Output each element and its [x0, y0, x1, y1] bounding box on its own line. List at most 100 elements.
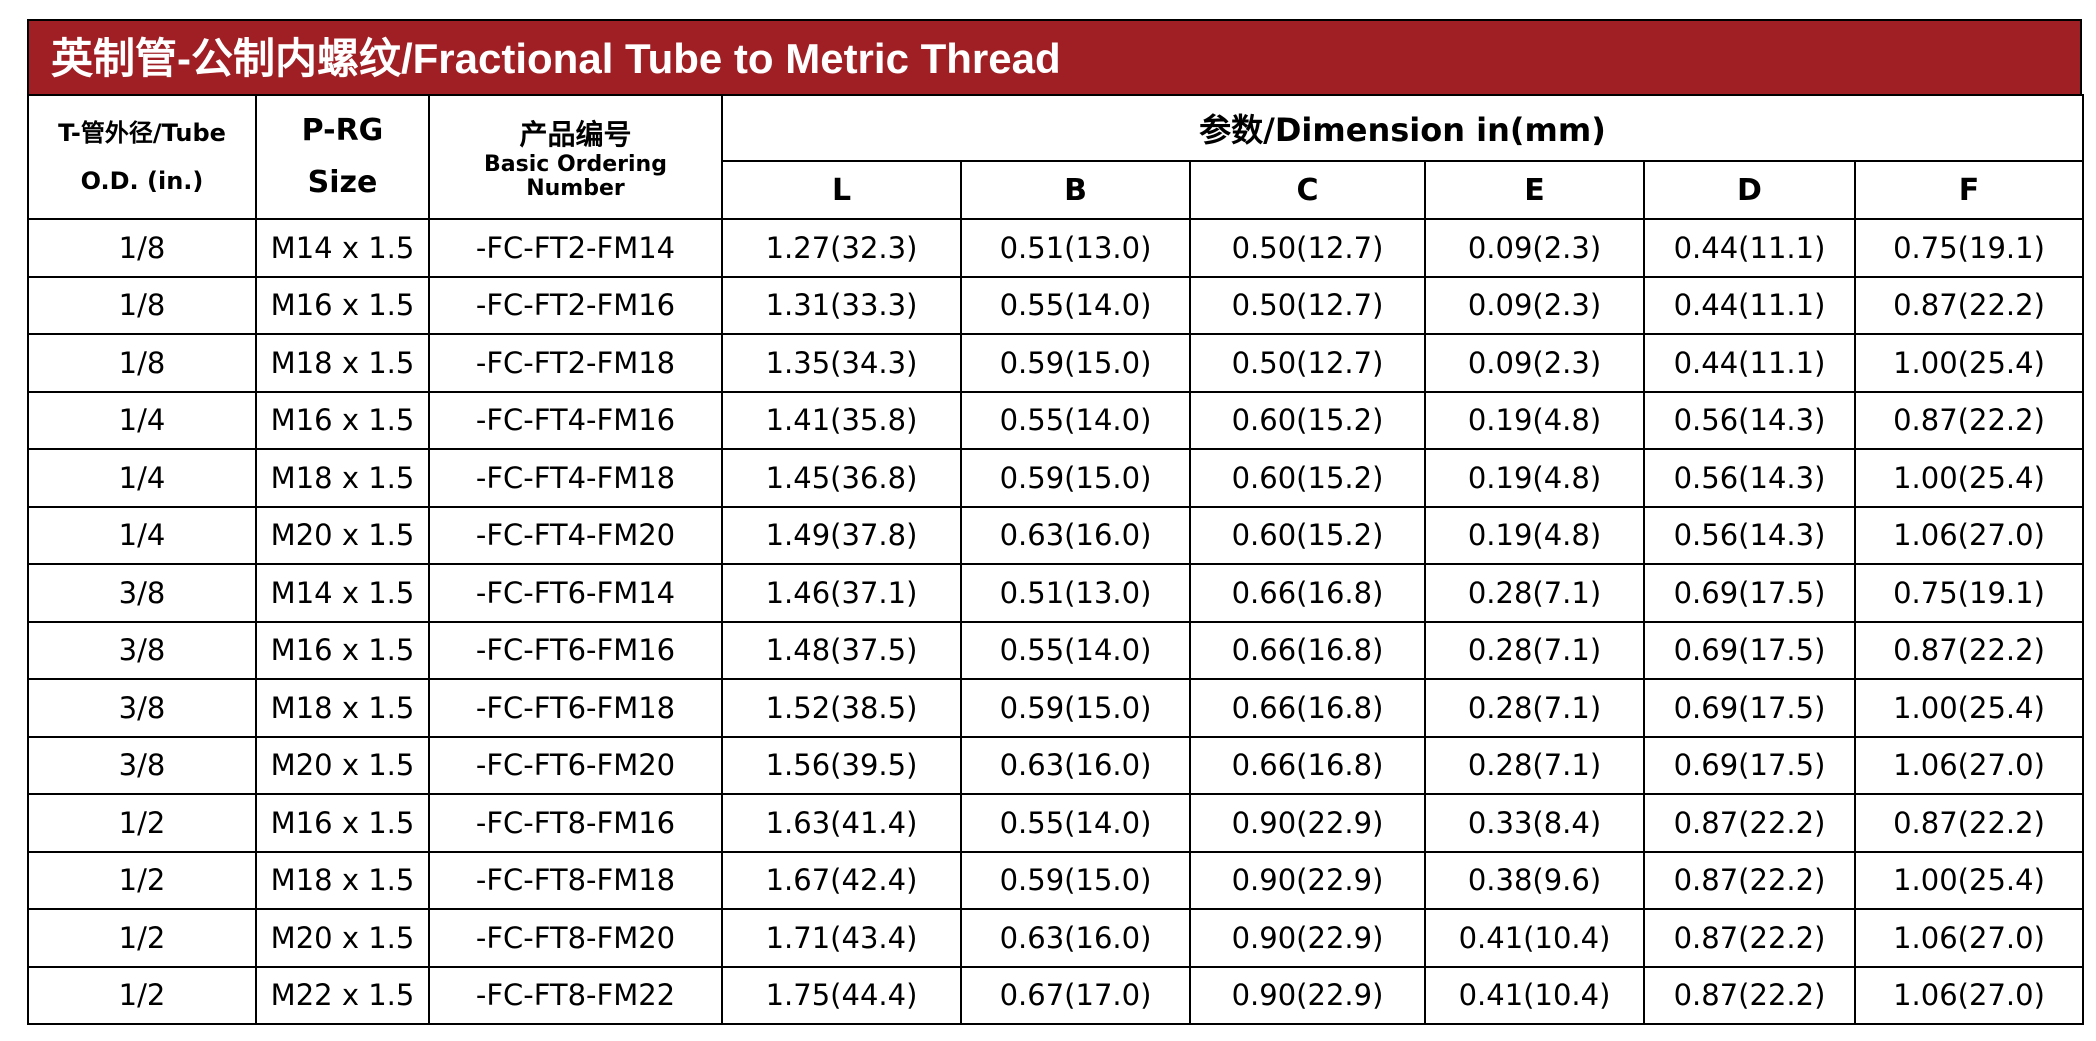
table-row: 3/8 M18 x 1.5 -FC-FT6-FM18 1.52(38.5) 0.59(1…: [27, 678, 2085, 738]
table-cell: 0.87(22.2): [1643, 965, 1856, 1025]
table-cell: 0.56(14.3): [1643, 505, 1856, 565]
table-cell: 3/8: [27, 620, 257, 680]
table-body: 1/8 M14 x 1.5 -FC-FT2-FM14 1.27(32.3) 0.51(1…: [27, 218, 2085, 1025]
table-cell: -FC-FT8-FM22: [428, 965, 723, 1025]
header-cell: 产品编号 Basic Ordering Number: [428, 94, 723, 220]
table-cell: -FC-FT4-FM16: [428, 390, 723, 450]
table-cell: -FC-FT8-FM20: [428, 908, 723, 968]
header-text: 产品编号: [519, 118, 632, 151]
table-cell: 0.66(16.8): [1189, 735, 1426, 795]
table-cell: 1/4: [27, 390, 257, 450]
table-cell: 0.60(15.2): [1189, 505, 1426, 565]
table-cell: 0.51(13.0): [960, 218, 1191, 278]
table-cell: 0.60(15.2): [1189, 390, 1426, 450]
table-cell: -FC-FT6-FM16: [428, 620, 723, 680]
table-cell: 0.75(19.1): [1853, 218, 2085, 278]
table-cell: 0.55(14.0): [960, 620, 1191, 680]
table-cell: 0.59(15.0): [960, 850, 1191, 910]
table-row: 1/8 M18 x 1.5 -FC-FT2-FM18 1.35(34.3) 0.59(1…: [27, 333, 2085, 393]
table-cell: 3/8: [27, 735, 257, 795]
table-cell: 0.90(22.9): [1189, 850, 1426, 910]
table-cell: 0.56(14.3): [1643, 448, 1856, 508]
table-cell: 1.48(37.5): [721, 620, 962, 680]
table-cell: 0.69(17.5): [1643, 678, 1856, 738]
table-cell: -FC-FT2-FM18: [428, 333, 723, 393]
dimension-header: C: [1189, 160, 1426, 220]
table-cell: M14 x 1.5: [255, 563, 430, 623]
table-cell: 1/4: [27, 448, 257, 508]
table-cell: -FC-FT6-FM14: [428, 563, 723, 623]
table-cell: 0.50(12.7): [1189, 218, 1426, 278]
table-cell: 0.50(12.7): [1189, 333, 1426, 393]
table-cell: 0.09(2.3): [1424, 275, 1645, 335]
table-cell: 0.90(22.9): [1189, 965, 1426, 1025]
dimension-header: F: [1853, 160, 2085, 220]
table-title: 英制管-公制内螺纹/Fractional Tube to Metric Thre…: [27, 19, 2082, 94]
table-cell: 1.45(36.8): [721, 448, 962, 508]
table-cell: 1/2: [27, 793, 257, 853]
table-cell: 0.60(15.2): [1189, 448, 1426, 508]
table-cell: 0.19(4.8): [1424, 448, 1645, 508]
table-cell: M20 x 1.5: [255, 908, 430, 968]
table-cell: 0.28(7.1): [1424, 563, 1645, 623]
table-cell: 1.63(41.4): [721, 793, 962, 853]
dimension-header: L: [721, 160, 962, 220]
header-cell: 参数/Dimension in(mm): [720, 94, 2085, 162]
table-cell: 0.38(9.6): [1424, 850, 1645, 910]
table-cell: 0.51(13.0): [960, 563, 1191, 623]
table-row: 3/8 M16 x 1.5 -FC-FT6-FM16 1.48(37.5) 0.55(1…: [27, 620, 2085, 680]
table-cell: 0.87(22.2): [1853, 793, 2085, 853]
table-cell: M16 x 1.5: [255, 793, 430, 853]
table-cell: M20 x 1.5: [255, 505, 430, 565]
table-cell: 0.09(2.3): [1424, 218, 1645, 278]
table-cell: 0.69(17.5): [1643, 735, 1856, 795]
table-cell: M14 x 1.5: [255, 218, 430, 278]
table-cell: 0.56(14.3): [1643, 390, 1856, 450]
table-cell: 0.87(22.2): [1853, 390, 2085, 450]
table-cell: 1/4: [27, 505, 257, 565]
table-cell: 0.75(19.1): [1853, 563, 2085, 623]
table-cell: 1.71(43.4): [721, 908, 962, 968]
table-cell: M16 x 1.5: [255, 620, 430, 680]
table-cell: 1.27(32.3): [721, 218, 962, 278]
table-row: 3/8 M20 x 1.5 -FC-FT6-FM20 1.56(39.5) 0.63(1…: [27, 735, 2085, 795]
table-cell: 0.19(4.8): [1424, 505, 1645, 565]
table-cell: M18 x 1.5: [255, 333, 430, 393]
table-cell: 1/2: [27, 850, 257, 910]
table-cell: -FC-FT4-FM20: [428, 505, 723, 565]
table-cell: 0.69(17.5): [1643, 563, 1856, 623]
table-row: 1/8 M14 x 1.5 -FC-FT2-FM14 1.27(32.3) 0.51(1…: [27, 218, 2085, 278]
table-row: 1/4 M16 x 1.5 -FC-FT4-FM16 1.41(35.8) 0.55(1…: [27, 390, 2085, 450]
table-cell: 0.28(7.1): [1424, 620, 1645, 680]
table-cell: 0.55(14.0): [960, 275, 1191, 335]
table-cell: 1.06(27.0): [1853, 505, 2085, 565]
spec-table: T-管外径/Tube O.D. (in.) P-RG Size 产品编号 Bas…: [27, 94, 2085, 1025]
table-cell: 1/8: [27, 218, 257, 278]
table-cell: 0.28(7.1): [1424, 678, 1645, 738]
table-cell: 0.87(22.2): [1853, 275, 2085, 335]
table-cell: 0.59(15.0): [960, 678, 1191, 738]
table-cell: 0.87(22.2): [1643, 850, 1856, 910]
table-cell: -FC-FT6-FM18: [428, 678, 723, 738]
table-cell: 1.46(37.1): [721, 563, 962, 623]
table-cell: 0.63(16.0): [960, 505, 1191, 565]
table-cell: -FC-FT6-FM20: [428, 735, 723, 795]
table-cell: 0.33(8.4): [1424, 793, 1645, 853]
table-row: 3/8 M14 x 1.5 -FC-FT6-FM14 1.46(37.1) 0.51(1…: [27, 563, 2085, 623]
table-row: 1/2 M20 x 1.5 -FC-FT8-FM20 1.71(43.4) 0.63(1…: [27, 908, 2085, 968]
table-cell: 0.63(16.0): [960, 908, 1191, 968]
table-cell: 0.55(14.0): [960, 390, 1191, 450]
table-cell: 1.49(37.8): [721, 505, 962, 565]
table-cell: M20 x 1.5: [255, 735, 430, 795]
table-row: 1/8 M16 x 1.5 -FC-FT2-FM16 1.31(33.3) 0.55(1…: [27, 275, 2085, 335]
table-cell: 0.41(10.4): [1424, 965, 1645, 1025]
table-cell: 1.35(34.3): [721, 333, 962, 393]
table-cell: 0.59(15.0): [960, 448, 1191, 508]
table-cell: 0.09(2.3): [1424, 333, 1645, 393]
dimension-header: D: [1643, 160, 1856, 220]
table-cell: -FC-FT2-FM14: [428, 218, 723, 278]
table-cell: 1.41(35.8): [721, 390, 962, 450]
table-cell: -FC-FT2-FM16: [428, 275, 723, 335]
